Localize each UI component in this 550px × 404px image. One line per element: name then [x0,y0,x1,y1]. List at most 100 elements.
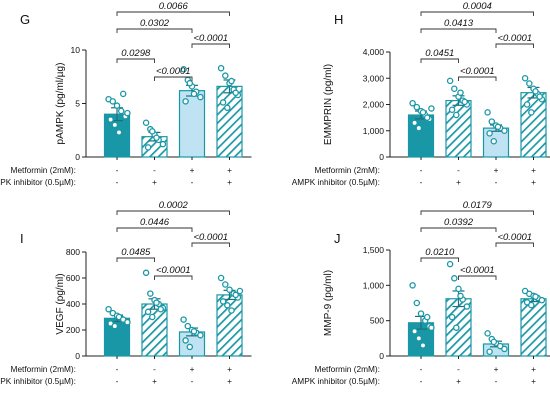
data-point [461,98,468,106]
p-value-label: 0.0066 [159,1,189,12]
p-value-label: <0.0001 [497,232,532,243]
inhibitor-sign: + [456,177,461,187]
data-point [486,130,493,137]
metformin-sign: + [494,165,499,175]
data-point [217,64,225,72]
data-point [501,345,508,353]
significance-bracket [495,43,534,48]
condition-label-metformin: Metformin (2mM): [11,364,76,374]
condition-label-metformin: Metformin (2mM): [315,364,380,374]
p-value-label: <0.0001 [193,33,228,44]
data-point [124,318,131,326]
data-point [451,275,458,282]
significance-bracket [420,227,497,232]
data-point [222,281,229,288]
metformin-sign: - [457,364,460,374]
condition-label-inhibitor: AMPK inhibitor (0.5µM): [292,177,380,187]
data-point [217,274,225,282]
data-point [157,305,164,313]
data-point [486,348,493,356]
y-tick-label: 0 [379,152,384,162]
inhibitor-sign: + [152,177,157,187]
data-point [419,109,427,116]
metformin-sign: - [420,165,423,175]
p-value-label: <0.0001 [193,232,228,243]
metformin-sign: + [531,165,536,175]
data-point [153,134,160,141]
data-point [523,101,531,108]
metformin-sign: - [153,364,156,374]
data-point [532,88,539,95]
panel-i: I 0 200 400 600 800 VEGF (pg/ml) 0.0002 0.0446 <0… [0,200,252,386]
p-value-label: 0.0392 [444,217,474,228]
metformin-sign: - [457,165,460,175]
data-point [117,107,125,115]
significance-bracket [191,43,230,48]
data-point [119,90,127,98]
data-point [419,342,427,349]
significance-bracket [420,58,459,63]
significance-bracket [116,257,155,262]
significance-bracket [420,257,459,262]
significance-bracket [154,76,193,81]
significance-bracket [420,11,534,16]
data-point [153,299,160,306]
metformin-sign: + [494,364,499,374]
p-value-label: 0.0298 [121,48,151,59]
significance-bracket [116,11,230,16]
y-tick-label: 1,500 [363,245,385,255]
data-point [415,335,423,342]
metformin-sign: + [190,364,195,374]
y-axis-label: pAMPK (pg/ml/µg) [55,63,66,145]
data-point [409,282,416,289]
data-point [184,322,192,330]
data-point [142,119,150,127]
inhibitor-sign: - [191,177,194,187]
data-point [457,292,464,300]
data-point [147,290,154,297]
data-point [180,66,187,73]
data-point [107,116,114,123]
data-point [446,260,454,268]
data-point [413,299,421,307]
y-tick-label: 10 [71,45,81,55]
p-value-label: 0.0210 [425,247,455,258]
data-point [105,305,112,313]
data-point [538,296,546,304]
inhibitor-sign: + [531,376,536,386]
y-tick-label: 1,000 [363,126,385,136]
data-point [144,144,152,151]
data-point [190,328,198,335]
data-point [409,99,416,107]
y-tick-label: 1,000 [363,280,385,290]
data-point [451,85,458,93]
data-point [109,98,117,105]
metformin-sign: - [116,165,119,175]
y-tick-label: 200 [66,325,80,335]
p-value-label: <0.0001 [156,265,191,276]
inhibitor-sign: - [191,376,194,386]
data-point [455,285,462,293]
data-point [536,93,543,100]
significance-bracket [458,275,497,280]
data-point [226,286,233,293]
data-point [186,343,194,351]
panel-g: G 0 5 10 pAMPK (pg/ml/µg) 0.0066 0.0302 <0.0001… [0,1,252,187]
panel-h: H 0 1,000 2,000 3,000 4,000 EMMPRIN (pg/ml) 0.0… [292,1,550,187]
metformin-sign: - [153,165,156,175]
y-tick-label: 0 [75,351,80,361]
y-tick-label: 3,000 [363,73,385,83]
panel-letter: H [334,12,343,27]
y-tick-label: 600 [66,273,80,283]
p-value-label: <0.0001 [460,265,495,276]
data-point [142,269,150,277]
data-point [224,302,231,309]
data-point [484,109,491,116]
significance-bracket [420,210,534,215]
y-axis-label: VEGF (pg/ml) [55,273,66,334]
metformin-sign: - [116,364,119,374]
data-point [186,79,194,87]
condition-label-inhibitor: AMPK inhibitor (0.5µM): [0,177,76,187]
data-point [149,128,156,135]
